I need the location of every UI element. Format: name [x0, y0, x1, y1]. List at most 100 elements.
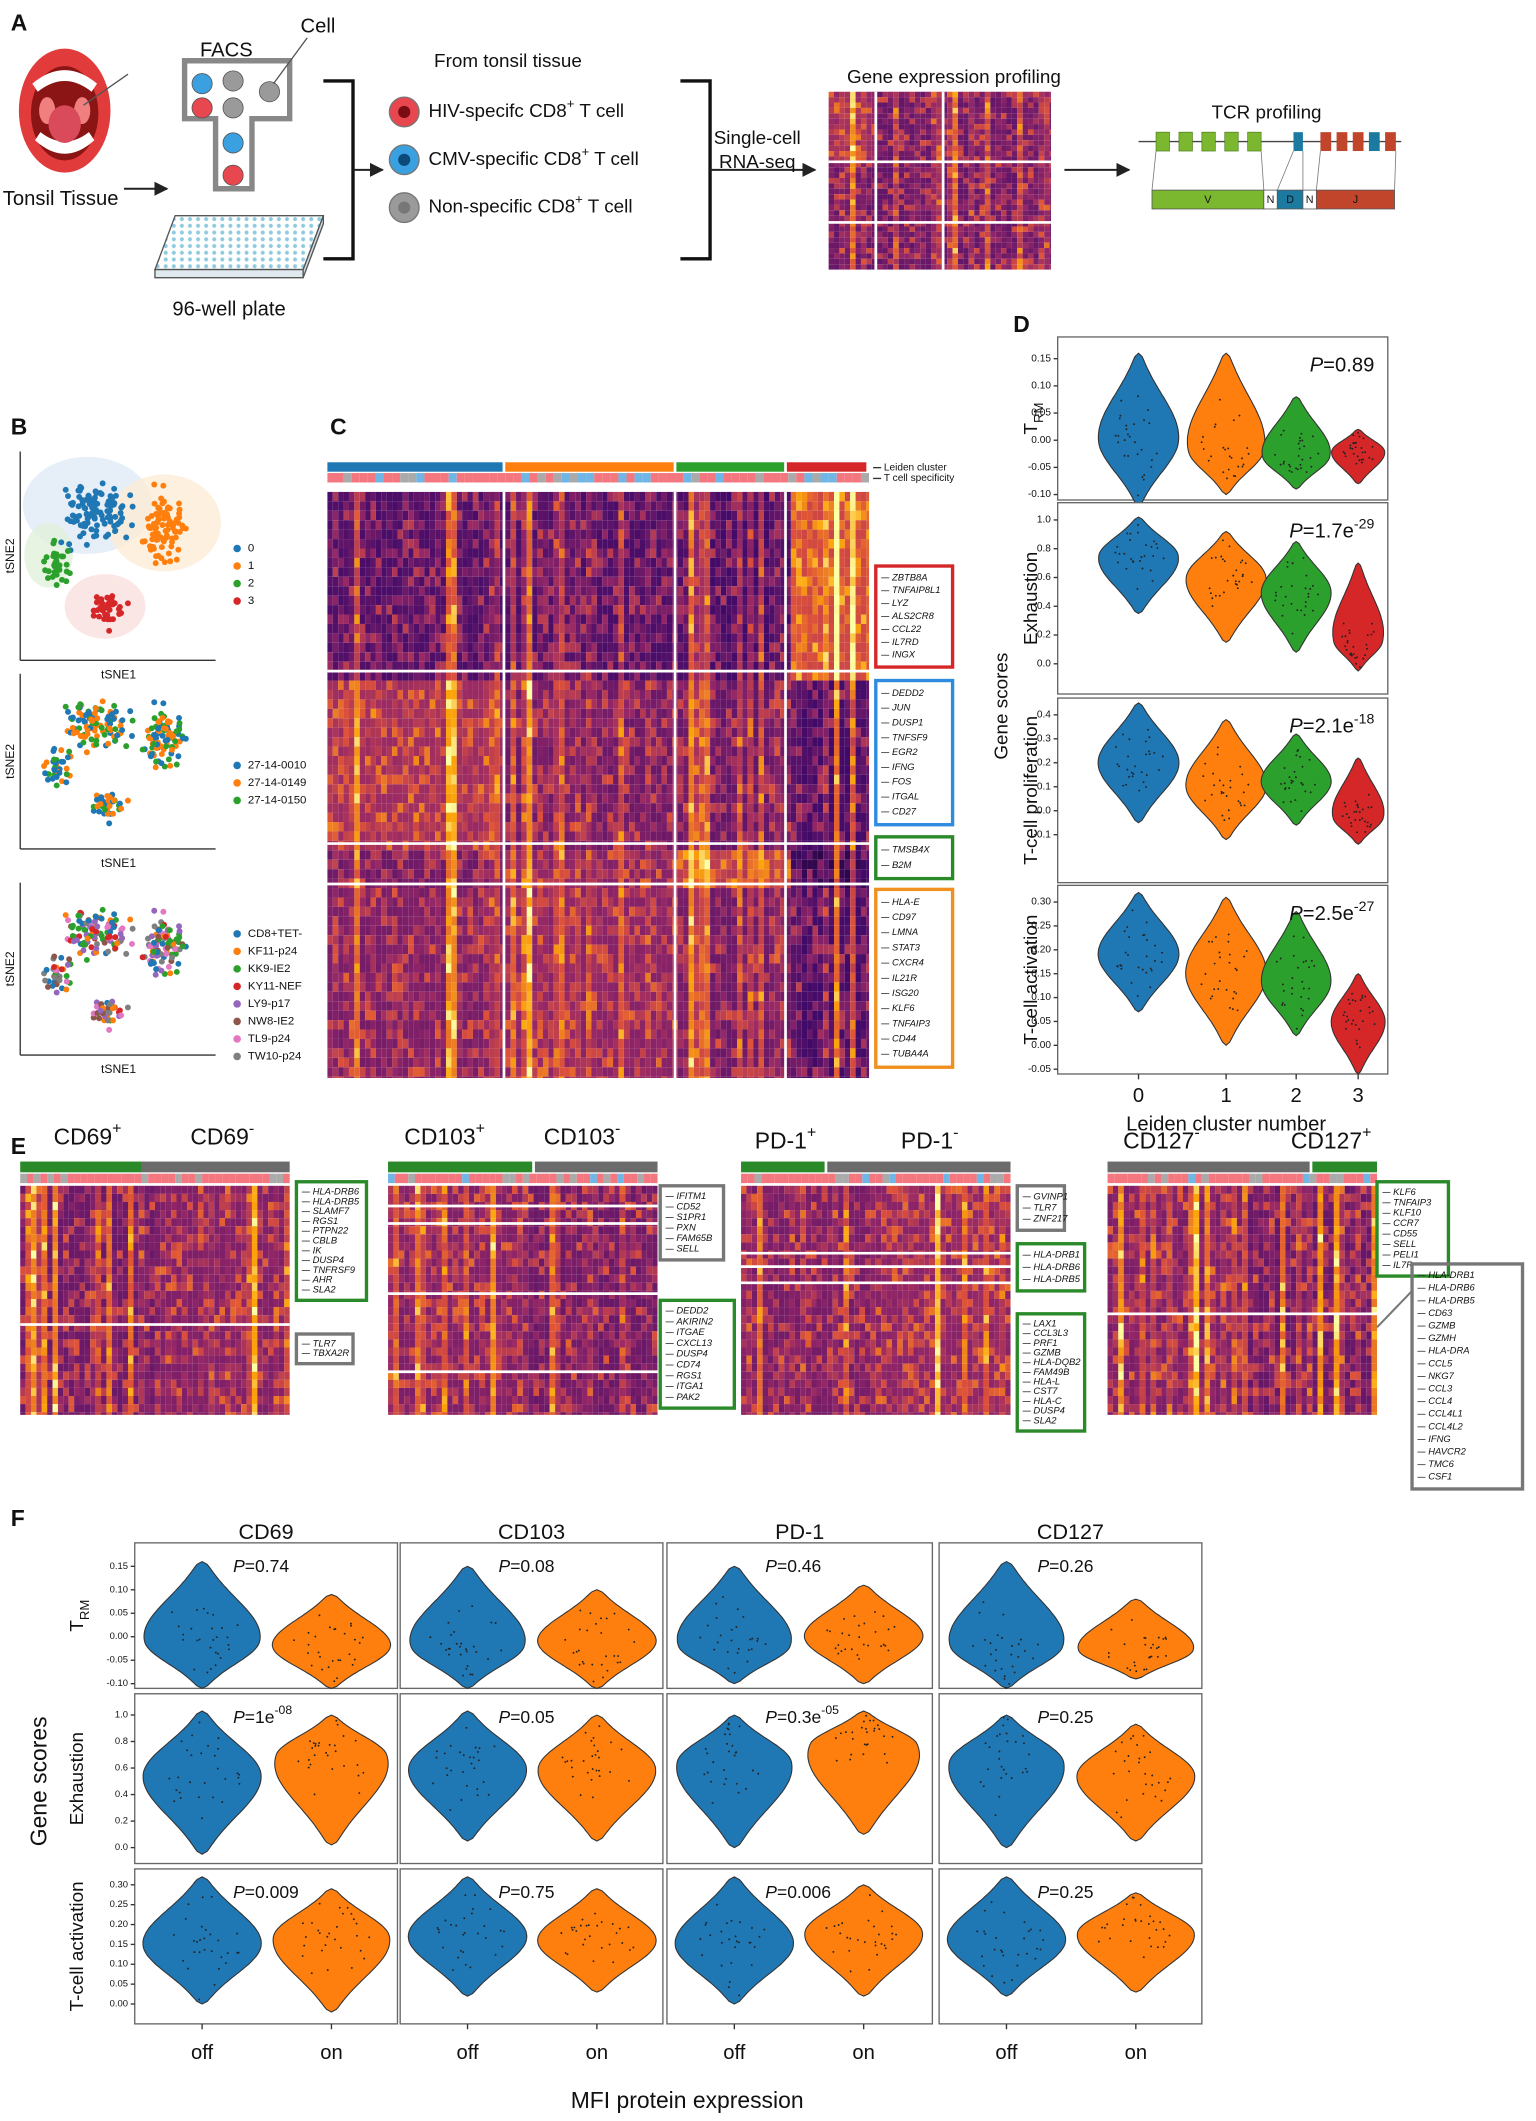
heatmap-cell — [365, 529, 371, 540]
heatmap-cell — [413, 567, 420, 577]
heatmap-cell — [424, 614, 430, 624]
heatmap-cell — [979, 129, 985, 135]
heatmap-cell — [472, 1020, 479, 1030]
heatmap-cell — [359, 1048, 366, 1058]
heatmap-cell — [478, 614, 484, 624]
heatmap-cell — [456, 859, 463, 870]
heatmap-cell — [537, 812, 543, 823]
heatmap-cell — [348, 793, 355, 804]
heatmap-cell — [882, 248, 888, 254]
heatmap-cell — [386, 605, 393, 615]
heatmap-cell — [429, 718, 436, 728]
heatmap-cell — [440, 567, 446, 577]
heatmap-cell — [521, 1020, 527, 1030]
heatmap-cell — [542, 623, 549, 634]
heatmap-cell — [542, 991, 549, 1002]
heatmap-cell — [467, 869, 473, 879]
heatmap-cell — [348, 897, 355, 907]
heatmap-cell — [984, 140, 991, 146]
heatmap-cell — [1001, 156, 1007, 162]
heatmap-cell — [370, 529, 376, 540]
specificity-bar — [456, 473, 465, 483]
heatmap-cell — [936, 113, 942, 119]
heatmap-cell — [510, 529, 517, 540]
specificity-bar — [747, 473, 756, 483]
heatmap-cell — [445, 633, 452, 643]
heatmap-cell — [381, 822, 387, 832]
heatmap-cell — [850, 172, 856, 178]
heatmap-cell — [957, 91, 964, 98]
heatmap-cell — [489, 859, 495, 870]
heatmap-cell — [542, 784, 549, 794]
heatmap-cell — [505, 1029, 511, 1039]
panel-letter: B — [11, 414, 28, 440]
heatmap-cell — [936, 194, 942, 200]
heatmap-cell — [359, 671, 366, 681]
heatmap-cell — [381, 831, 387, 841]
heatmap-cell — [494, 925, 500, 936]
heatmap-cell — [472, 491, 479, 502]
heatmap-cell — [467, 1020, 473, 1030]
heatmap-cell — [419, 765, 425, 775]
heatmap-cell — [898, 237, 905, 243]
scatter-point — [89, 504, 96, 510]
heatmap-cell — [370, 718, 376, 728]
heatmap-cell — [866, 194, 872, 200]
heatmap-cell — [462, 859, 468, 870]
heatmap-cell — [392, 576, 398, 587]
heatmap-cell — [898, 248, 905, 254]
heatmap-cell — [386, 906, 393, 917]
scatter-point — [70, 938, 77, 945]
heatmap-cell — [462, 793, 468, 804]
heatmap-cell — [343, 576, 349, 587]
heatmap-cell — [365, 859, 371, 870]
heatmap-cell — [424, 746, 430, 756]
heatmap-cell — [887, 253, 894, 259]
heatmap-cell — [494, 1048, 500, 1058]
heatmap-cell — [365, 822, 371, 832]
heatmap-cell — [1049, 145, 1051, 152]
heatmap-cell — [440, 708, 446, 719]
heatmap-cell — [424, 529, 430, 540]
heatmap-cell — [909, 231, 915, 238]
heatmap-cell — [467, 520, 473, 530]
heatmap-cell — [1001, 172, 1007, 178]
heatmap-cell — [914, 177, 921, 184]
heatmap-cell — [505, 576, 511, 587]
scatter-point — [69, 724, 76, 731]
heatmap-cell — [386, 972, 393, 983]
heatmap-cell — [909, 113, 915, 119]
heatmap-cell — [435, 822, 441, 832]
heatmap-cell — [445, 935, 452, 945]
heatmap-cell — [327, 623, 333, 634]
heatmap-cell — [338, 774, 344, 785]
heatmap-cell — [392, 944, 398, 955]
heatmap-cell — [429, 680, 436, 690]
heatmap-cell — [839, 226, 845, 232]
heatmap-cell — [963, 129, 969, 135]
heatmap-cell — [920, 172, 926, 178]
heatmap-cell — [375, 633, 382, 643]
heatmap-cell — [445, 529, 452, 540]
heatmap-cell — [392, 491, 398, 502]
scatter-point — [152, 764, 159, 771]
heatmap-cell — [370, 642, 376, 653]
heatmap-cell — [354, 614, 360, 624]
heatmap-cell — [343, 1048, 349, 1058]
heatmap-cell — [526, 652, 533, 662]
heatmap-cell — [542, 755, 549, 766]
heatmap-cell — [1049, 129, 1051, 135]
legend-cell-core — [398, 201, 411, 214]
heatmap-cell — [844, 167, 851, 173]
heatmap-cell — [984, 102, 991, 108]
heatmap-cell — [338, 633, 344, 643]
heatmap-cell — [995, 210, 1002, 216]
heatmap-cell — [1017, 145, 1023, 152]
heatmap-cell — [462, 661, 468, 672]
heatmap-cell — [408, 501, 414, 511]
heatmap-cell — [931, 194, 937, 200]
heatmap-cell — [413, 699, 420, 709]
heatmap-cell — [516, 1076, 522, 1079]
heatmap-cell — [332, 812, 339, 823]
heatmap-cell — [914, 237, 921, 243]
